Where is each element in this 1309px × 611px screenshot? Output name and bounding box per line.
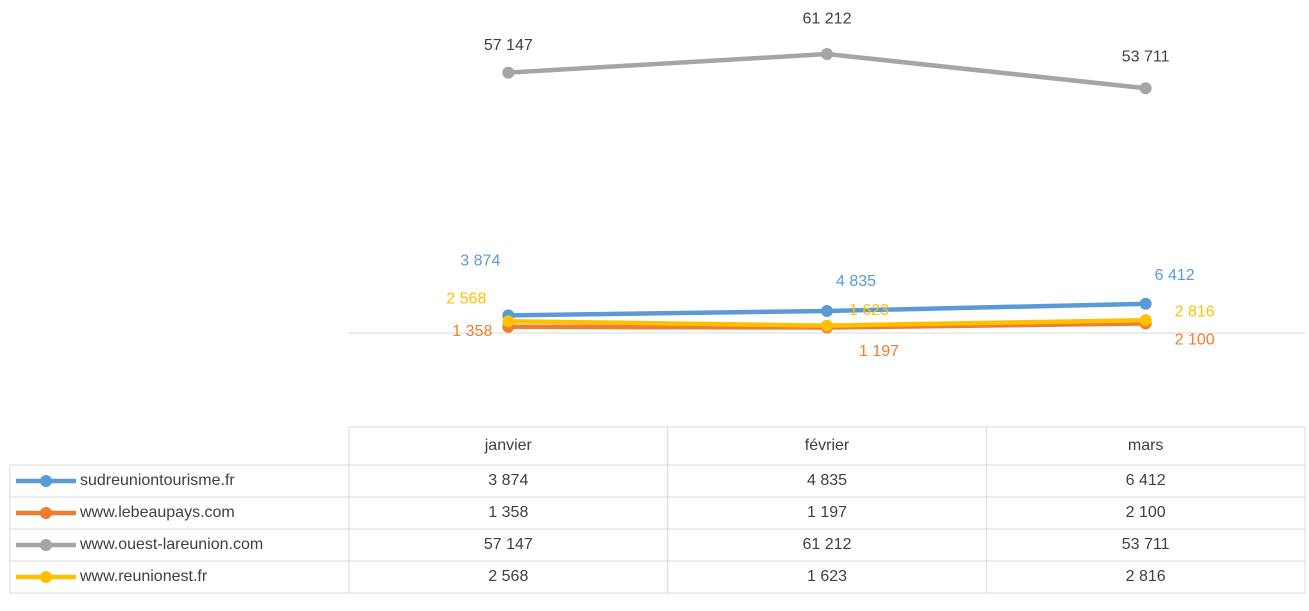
table-cell: 1 358 bbox=[488, 504, 528, 521]
table-header: janvier bbox=[484, 437, 533, 454]
point bbox=[502, 66, 515, 79]
data-label: 1 197 bbox=[859, 343, 899, 360]
data-label: 2 100 bbox=[1175, 332, 1215, 349]
table-cell: 6 412 bbox=[1126, 472, 1166, 489]
point bbox=[821, 319, 833, 332]
table-cell: 3 874 bbox=[488, 472, 528, 489]
table-header: février bbox=[805, 437, 850, 454]
point bbox=[1139, 314, 1152, 327]
table-header: mars bbox=[1128, 437, 1164, 454]
legend-label: www.reunionest.fr bbox=[79, 568, 208, 585]
point bbox=[821, 48, 833, 61]
data-label: 1 623 bbox=[849, 302, 889, 319]
data-label: 2 816 bbox=[1175, 303, 1215, 320]
point bbox=[1139, 297, 1152, 310]
table-cell: 2 568 bbox=[488, 568, 528, 585]
legend-label: sudreuniontourisme.fr bbox=[80, 472, 235, 489]
table-cell: 53 711 bbox=[1122, 536, 1170, 553]
data-label: 61 212 bbox=[803, 10, 852, 27]
data-label: 53 711 bbox=[1122, 48, 1170, 65]
legend-marker bbox=[40, 539, 52, 551]
table-cell: 57 147 bbox=[484, 536, 533, 553]
table-cell: 61 212 bbox=[803, 536, 852, 553]
data-label: 4 835 bbox=[836, 273, 876, 290]
data-label: 3 874 bbox=[460, 253, 500, 270]
legend-marker bbox=[40, 571, 52, 583]
legend-marker bbox=[40, 507, 52, 519]
table-cell: 1 623 bbox=[807, 568, 847, 585]
data-label: 2 568 bbox=[446, 291, 486, 308]
point bbox=[502, 315, 515, 328]
point bbox=[821, 304, 833, 317]
table-cell: 1 197 bbox=[807, 504, 847, 521]
data-label: 57 147 bbox=[484, 37, 533, 54]
table-cell: 2 100 bbox=[1126, 504, 1166, 521]
data-label: 6 412 bbox=[1155, 267, 1195, 284]
legend-label: www.lebeaupays.com bbox=[79, 504, 235, 521]
table-cell: 4 835 bbox=[807, 472, 847, 489]
legend-label: www.ouest-lareunion.com bbox=[79, 536, 263, 553]
table-cell: 2 816 bbox=[1126, 568, 1166, 585]
legend-marker bbox=[40, 475, 52, 487]
point bbox=[1139, 82, 1152, 95]
data-label: 1 358 bbox=[452, 323, 492, 340]
